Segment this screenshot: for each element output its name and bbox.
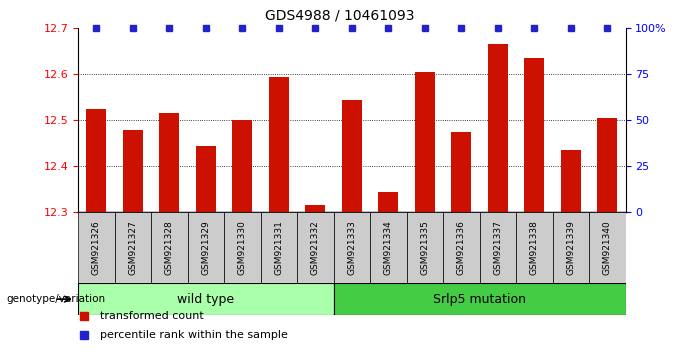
Bar	[415, 72, 435, 212]
Bar	[224, 212, 260, 283]
Bar	[516, 212, 553, 283]
Bar	[378, 192, 398, 212]
Bar	[479, 212, 516, 283]
Text: GSM921339: GSM921339	[566, 220, 575, 275]
Bar	[269, 76, 289, 212]
Bar	[597, 118, 617, 212]
Text: GSM921328: GSM921328	[165, 221, 174, 275]
Bar	[123, 130, 143, 212]
Bar	[78, 283, 334, 315]
Bar	[115, 212, 151, 283]
Bar	[159, 113, 180, 212]
Text: transformed count: transformed count	[100, 311, 204, 321]
Text: GSM921338: GSM921338	[530, 220, 539, 275]
Text: GSM921330: GSM921330	[238, 220, 247, 275]
Bar	[334, 212, 370, 283]
Bar	[561, 150, 581, 212]
Bar	[305, 206, 326, 212]
Bar	[297, 212, 334, 283]
Bar	[407, 212, 443, 283]
Bar	[342, 99, 362, 212]
Bar	[188, 212, 224, 283]
Bar	[196, 145, 216, 212]
Bar	[233, 120, 252, 212]
Bar	[524, 58, 545, 212]
Text: GSM921331: GSM921331	[275, 220, 284, 275]
Text: GSM921333: GSM921333	[347, 220, 356, 275]
Text: percentile rank within the sample: percentile rank within the sample	[100, 330, 288, 340]
Text: GSM921334: GSM921334	[384, 221, 393, 275]
Bar	[86, 109, 107, 212]
Bar	[452, 132, 471, 212]
Text: GSM921335: GSM921335	[420, 220, 429, 275]
Text: Srlp5 mutation: Srlp5 mutation	[433, 293, 526, 306]
Bar	[443, 212, 479, 283]
Text: GSM921332: GSM921332	[311, 221, 320, 275]
Text: wild type: wild type	[177, 293, 235, 306]
Text: GSM921337: GSM921337	[494, 220, 503, 275]
Bar	[260, 212, 297, 283]
Text: GSM921329: GSM921329	[201, 221, 210, 275]
Text: GSM921336: GSM921336	[457, 220, 466, 275]
Bar	[334, 283, 626, 315]
Text: GSM921340: GSM921340	[603, 221, 612, 275]
Bar	[553, 212, 589, 283]
Text: genotype/variation: genotype/variation	[7, 294, 106, 304]
Text: GSM921327: GSM921327	[129, 221, 137, 275]
Text: GSM921326: GSM921326	[92, 221, 101, 275]
Bar	[589, 212, 626, 283]
Bar	[151, 212, 188, 283]
Bar	[78, 212, 115, 283]
Text: GDS4988 / 10461093: GDS4988 / 10461093	[265, 9, 415, 23]
Bar	[370, 212, 407, 283]
Bar	[488, 44, 508, 212]
